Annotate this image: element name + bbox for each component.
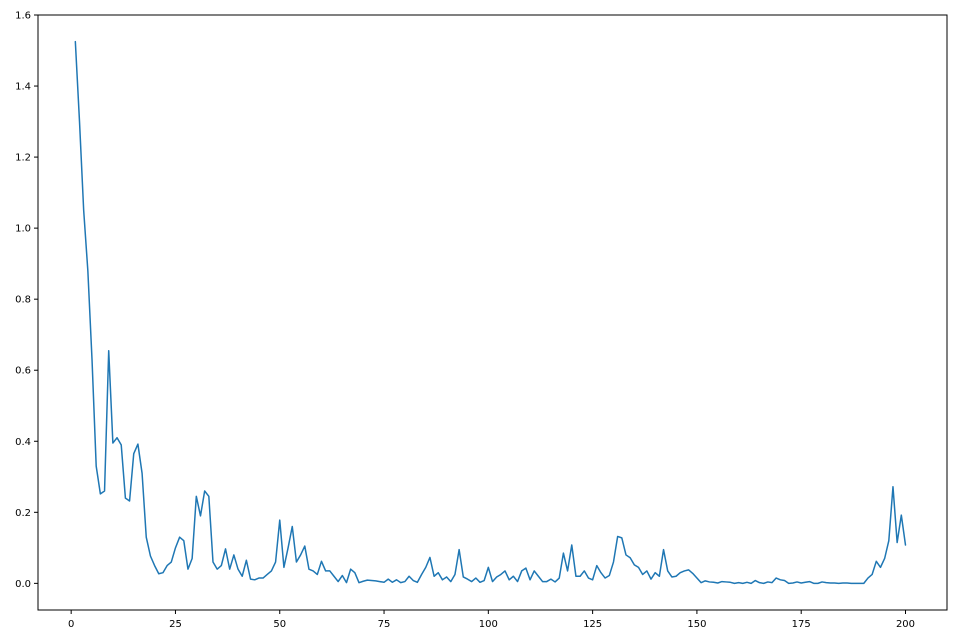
x-tick-label: 50 <box>273 619 286 630</box>
y-tick-label: 0.6 <box>15 366 31 377</box>
x-tick-label: 150 <box>687 619 706 630</box>
y-tick-label: 1.0 <box>15 224 31 235</box>
y-tick-label: 0.4 <box>15 437 31 448</box>
x-tick-label: 0 <box>68 619 74 630</box>
y-tick-label: 1.2 <box>15 153 31 164</box>
x-tick-label: 75 <box>378 619 391 630</box>
y-tick-label: 1.6 <box>15 11 31 22</box>
axes-frame <box>37 14 948 611</box>
y-tick-label: 0.8 <box>15 295 31 306</box>
series-line-0 <box>74 40 907 585</box>
plot-area: 0 25 50 75 100 125 150 175 200 0.0 0.2 0.4 0.6 0.8 1.0… <box>15 11 948 630</box>
y-tick-label: 0.0 <box>15 579 31 590</box>
y-tick-label: 0.2 <box>15 508 31 519</box>
y-tick-label: 1.4 <box>15 82 31 93</box>
x-tick-label: 125 <box>583 619 602 630</box>
x-tick-label: 175 <box>792 619 811 630</box>
x-tick-label: 200 <box>896 619 915 630</box>
x-tick-label: 25 <box>169 619 182 630</box>
x-tick-label: 100 <box>479 619 498 630</box>
